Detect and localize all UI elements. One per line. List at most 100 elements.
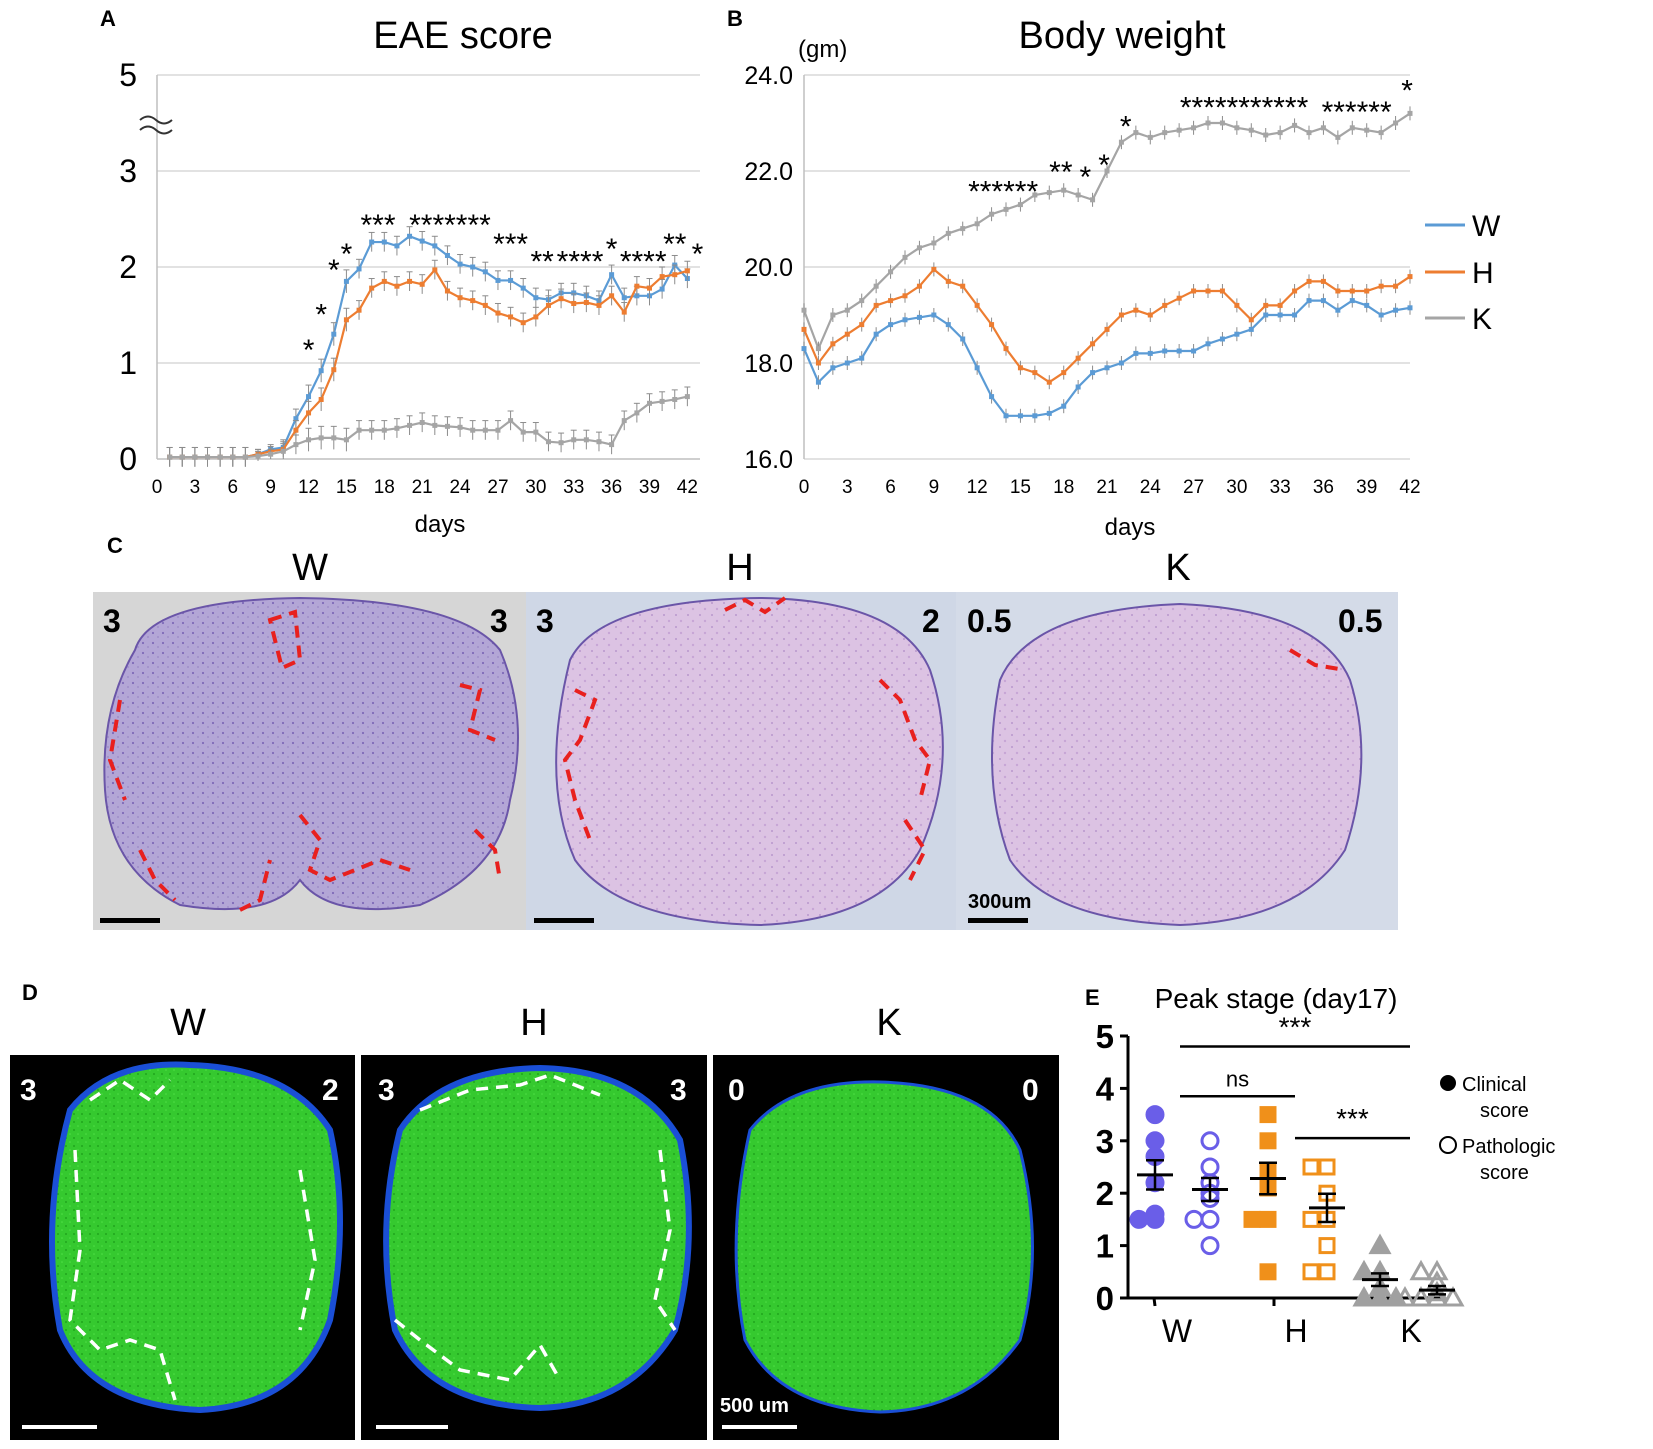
data-point: [356, 307, 362, 313]
significance-mark: **: [663, 228, 687, 261]
data-point: [931, 240, 937, 246]
fluorescence-section-h: 3 3: [361, 1055, 707, 1440]
data-point: [331, 435, 337, 441]
y-axis-unit-label: (gm): [798, 36, 847, 63]
significance-mark: **: [1049, 156, 1073, 189]
data-point: [1200, 1131, 1220, 1151]
data-point: [1378, 312, 1384, 318]
y-tick-label: 4: [1096, 1070, 1115, 1107]
data-point: [1219, 120, 1225, 126]
data-point: [508, 314, 514, 320]
data-point: [1003, 206, 1009, 212]
data-point: [432, 243, 438, 249]
data-point: [407, 233, 413, 239]
y-tick-label: 24.0: [744, 62, 793, 90]
pathologic-score-label: 0.5: [1338, 603, 1382, 639]
data-point: [1176, 127, 1182, 133]
data-point: [1393, 120, 1399, 126]
x-tick-label: 3: [842, 477, 853, 498]
data-point: [1409, 1285, 1433, 1307]
data-point: [1205, 341, 1211, 347]
data-point: [293, 416, 299, 422]
data-point: [1349, 125, 1355, 131]
legend-label-h: H: [1472, 257, 1494, 290]
x-tick-label: 0: [799, 477, 810, 498]
data-point: [230, 454, 236, 460]
x-tick-label: 12: [967, 477, 988, 498]
data-point: [1243, 1210, 1261, 1228]
x-tick-label: 36: [601, 477, 622, 498]
x-tick-label: 18: [1053, 477, 1074, 498]
data-point: [1234, 125, 1240, 131]
data-point: [916, 245, 922, 251]
legend: Clinical score Pathologic score: [1439, 1074, 1555, 1184]
panel-label-e: E: [1085, 985, 1100, 1010]
data-point: [1145, 1105, 1165, 1125]
data-point: [306, 394, 312, 400]
data-point: [508, 277, 514, 283]
data-point: [331, 331, 337, 337]
x-tick-label: 9: [265, 477, 276, 498]
y-tick-label: 1: [1096, 1228, 1114, 1265]
data-point: [684, 394, 690, 400]
data-point: [1364, 288, 1370, 294]
data-point: [989, 211, 995, 217]
scale-bar: [534, 918, 594, 923]
lesion-outline: [68, 1077, 317, 1401]
data-point: [1176, 348, 1182, 354]
data-point: [646, 400, 652, 406]
x-tick-label: 3: [190, 477, 201, 498]
data-point: [407, 422, 413, 428]
y-tick-label: 5: [119, 57, 137, 93]
data-point: [179, 454, 185, 460]
data-point: [1318, 1237, 1336, 1255]
data-point: [306, 410, 312, 416]
data-point: [508, 418, 514, 424]
panel-c-histology: C W H K 3 3 3 2 300um 0.5: [93, 533, 1398, 930]
data-point: [242, 454, 248, 460]
data-point: [1147, 312, 1153, 318]
legend-line-text: Clinical: [1462, 1074, 1526, 1096]
spinal-cord-section: [734, 1080, 1034, 1414]
x-tick-label: 15: [336, 477, 357, 498]
data-point: [1234, 331, 1240, 337]
data-point: [1162, 348, 1168, 354]
data-point: [1407, 110, 1413, 116]
data-point: [369, 427, 375, 433]
data-point: [520, 320, 526, 326]
axes: 16.018.020.022.024.00 3 6 9 12 15 18 21 24 27 30 33…: [744, 62, 1420, 498]
data-point: [974, 302, 980, 308]
data-point: [672, 396, 678, 402]
x-tick-label: 39: [1356, 477, 1377, 498]
data-point: [1090, 370, 1096, 376]
pathologic-score-label: 2: [322, 1074, 339, 1107]
comparison-label: ***: [1336, 1103, 1369, 1134]
histology-section-h: 3 2: [526, 592, 956, 930]
data-point: [1075, 192, 1081, 198]
scale-bar: [722, 1425, 797, 1429]
data-point: [1393, 283, 1399, 289]
lesion-outline: [1288, 648, 1346, 672]
data-point: [1104, 326, 1110, 332]
data-point: [192, 454, 198, 460]
panel-label-a: A: [100, 6, 116, 31]
data-point: [482, 269, 488, 275]
legend-line-text: score: [1480, 1100, 1529, 1122]
pathologic-score-label: 3: [670, 1074, 687, 1107]
data-point: [931, 266, 937, 272]
data-point: [659, 286, 665, 292]
data-point: [1032, 192, 1038, 198]
data-point: [1378, 130, 1384, 136]
data-point: [571, 300, 577, 306]
data-point: [457, 295, 463, 301]
data-point: [859, 298, 865, 304]
x-tick-label: 12: [298, 477, 319, 498]
data-point: [873, 302, 879, 308]
data-point: [407, 278, 413, 284]
scatter-group-k-clinical: [1352, 1233, 1408, 1307]
data-point: [659, 398, 665, 404]
data-point: [672, 272, 678, 278]
data-point: [394, 425, 400, 431]
data-point: [646, 285, 652, 291]
data-point: [1075, 355, 1081, 361]
